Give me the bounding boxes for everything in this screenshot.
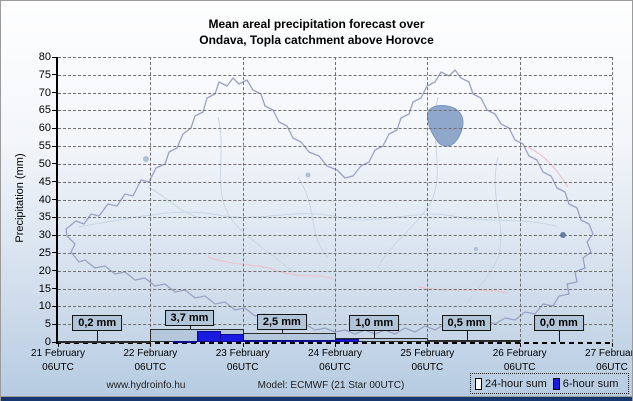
label-connector-line bbox=[466, 331, 468, 341]
bar-6-hour-sum bbox=[242, 340, 267, 343]
model-info: Model: ECMWF (21 Star 00UTC) bbox=[257, 380, 405, 391]
daily-sum-label: 2,5 mm bbox=[256, 314, 307, 331]
x-tick-label: 21 February 06UTC bbox=[31, 348, 85, 373]
y-tick-mark bbox=[52, 199, 58, 200]
legend-swatch-icon bbox=[475, 377, 482, 390]
legend-swatch-icon bbox=[552, 377, 560, 390]
y-tick-mark bbox=[52, 305, 58, 307]
bar-6-hour-sum bbox=[265, 339, 290, 342]
y-tick-label: 45 bbox=[38, 175, 51, 188]
y-tick-label: 50 bbox=[38, 157, 51, 170]
y-tick-label: 35 bbox=[38, 211, 51, 224]
x-tick-label: 25 February 06UTC bbox=[400, 348, 455, 373]
bar-6-hour-sum bbox=[335, 338, 360, 342]
daily-sum-label: 3,7 mm bbox=[164, 309, 215, 326]
gridline-vertical bbox=[335, 57, 336, 342]
chart-title: Mean areal precipitation forecast over O… bbox=[1, 16, 632, 48]
bar-6-hour-sum bbox=[173, 340, 198, 343]
x-tick-label: 26 February 06UTC bbox=[492, 348, 547, 373]
divider-line bbox=[1, 396, 632, 397]
label-connector-line bbox=[281, 330, 283, 334]
x-tick-label: 23 February 06UTC bbox=[215, 348, 270, 373]
chart-title-line1: Mean areal precipitation forecast over bbox=[208, 17, 425, 31]
y-tick-label: 5 bbox=[44, 318, 51, 331]
label-connector-line bbox=[374, 331, 376, 339]
legend-item-6-hour-sum: 6-hour sum bbox=[552, 377, 619, 390]
reservoir-lake bbox=[427, 105, 464, 147]
x-tick-mark bbox=[58, 343, 59, 347]
gridline-vertical bbox=[150, 57, 152, 342]
x-tick-label: 27 February 06UTC bbox=[585, 348, 632, 373]
y-tick-mark bbox=[52, 323, 58, 325]
gridline-vertical bbox=[242, 57, 244, 342]
x-tick-label: 24 February 06UTC bbox=[308, 348, 362, 373]
y-tick-label: 40 bbox=[38, 193, 51, 206]
daily-sum-label: 1,0 mm bbox=[349, 315, 400, 331]
y-tick-mark bbox=[52, 234, 58, 236]
legend-item-24-hour-sum: 24-hour sum bbox=[475, 377, 547, 390]
y-tick-mark bbox=[52, 109, 58, 111]
y-tick-label: 0 bbox=[44, 336, 51, 348]
daily-sum-label: 0,2 mm bbox=[72, 315, 123, 331]
y-tick-mark bbox=[52, 74, 58, 76]
plot-area: Precipitation (mm) 0 5 10 15 20 25 30 35 40 45 50 5… bbox=[14, 51, 632, 373]
y-tick-label: 70 bbox=[38, 86, 51, 99]
small-water-bodies bbox=[143, 156, 566, 251]
y-tick-mark bbox=[52, 270, 58, 272]
label-connector-line bbox=[189, 325, 191, 329]
x-tick-label: 22 February 06UTC bbox=[123, 348, 178, 373]
y-tick-mark bbox=[52, 56, 58, 58]
y-tick-mark bbox=[52, 181, 58, 183]
bottom-strip bbox=[1, 397, 632, 401]
y-tick-label: 20 bbox=[38, 264, 51, 277]
x-tick-mark bbox=[427, 343, 429, 347]
y-tick-label: 55 bbox=[38, 140, 51, 153]
y-tick-label: 75 bbox=[38, 68, 51, 81]
bar-6-hour-sum bbox=[311, 340, 336, 343]
bar-6-hour-sum bbox=[219, 334, 244, 342]
y-axis-line bbox=[56, 57, 58, 343]
x-tick-mark bbox=[519, 343, 521, 347]
legend: 24-hour sum 6-hour sum bbox=[470, 373, 629, 394]
y-tick-mark bbox=[52, 288, 58, 290]
daily-sum-label: 0,5 mm bbox=[441, 315, 492, 331]
bar-6-hour-sum bbox=[288, 339, 313, 342]
y-tick-mark bbox=[52, 163, 58, 165]
x-tick-mark bbox=[335, 343, 336, 347]
y-tick-label: 10 bbox=[38, 300, 51, 313]
y-tick-label: 65 bbox=[38, 104, 51, 117]
y-tick-mark bbox=[52, 252, 58, 254]
bar-6-hour-sum bbox=[196, 331, 221, 342]
y-tick-label: 60 bbox=[38, 122, 51, 135]
y-tick-mark bbox=[52, 341, 58, 343]
legend-label: 6-hour sum bbox=[562, 377, 619, 390]
y-tick-label: 15 bbox=[38, 282, 51, 295]
y-tick-mark bbox=[52, 216, 58, 218]
y-tick-mark bbox=[52, 145, 58, 147]
x-tick-mark bbox=[150, 343, 152, 347]
y-tick-label: 80 bbox=[38, 51, 51, 63]
website-text: www.hydroinfo.hu bbox=[106, 380, 186, 391]
x-tick-mark bbox=[612, 343, 613, 347]
x-tick-mark bbox=[242, 343, 244, 347]
gridline-vertical bbox=[427, 57, 429, 342]
y-tick-mark bbox=[52, 127, 58, 129]
label-connector-line bbox=[558, 331, 560, 342]
y-tick-mark bbox=[52, 92, 58, 94]
bar-24-hour-sum bbox=[427, 340, 521, 343]
y-tick-label: 25 bbox=[38, 246, 51, 259]
bar-24-hour-sum bbox=[58, 341, 152, 343]
chart-title-line2: Ondava, Topla catchment above Horovce bbox=[199, 33, 434, 47]
label-connector-line bbox=[97, 331, 99, 342]
legend-label: 24-hour sum bbox=[485, 377, 547, 390]
gridline-vertical bbox=[612, 57, 613, 342]
daily-sum-label: 0,0 mm bbox=[533, 315, 584, 331]
y-tick-label: 30 bbox=[38, 229, 51, 242]
gridline-vertical bbox=[519, 57, 521, 342]
